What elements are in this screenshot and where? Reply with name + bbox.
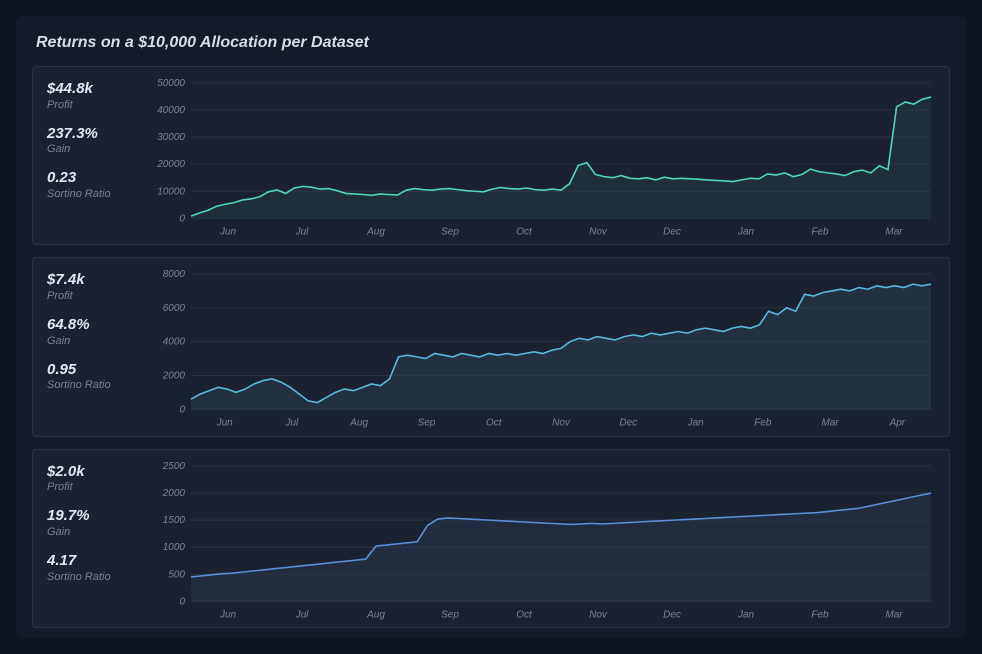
chart-svg-0: 0 10000 20000 30000 40000 50000 Jun Jul Aug Sep Oc… <box>147 79 939 240</box>
svg-text:Sep: Sep <box>441 609 459 620</box>
sortino-value: 0.95 <box>47 362 147 379</box>
profit-label: Profit <box>47 290 147 303</box>
svg-text:2000: 2000 <box>162 488 186 499</box>
gain-value: 237.3% <box>47 126 147 143</box>
metrics-1: $7.4k Profit 64.8% Gain 0.95 Sortino Rat… <box>47 270 147 431</box>
svg-text:0: 0 <box>179 405 185 416</box>
svg-text:Jul: Jul <box>285 418 300 429</box>
svg-text:Dec: Dec <box>663 226 681 237</box>
svg-text:2500: 2500 <box>162 462 186 472</box>
sortino-label: Sortino Ratio <box>47 188 147 201</box>
charts-wrapper: $44.8k Profit 237.3% Gain 0.23 Sortino R… <box>32 66 950 628</box>
gain-label: Gain <box>47 143 147 156</box>
metric-gain: 19.7% Gain <box>47 508 147 539</box>
gain-label: Gain <box>47 526 147 539</box>
svg-text:Jul: Jul <box>295 609 310 620</box>
chart-panel-0: $44.8k Profit 237.3% Gain 0.23 Sortino R… <box>32 66 950 245</box>
svg-text:Jan: Jan <box>737 226 755 237</box>
svg-text:Nov: Nov <box>589 609 608 620</box>
svg-text:500: 500 <box>168 569 185 580</box>
svg-text:Jul: Jul <box>295 226 310 237</box>
metrics-0: $44.8k Profit 237.3% Gain 0.23 Sortino R… <box>47 79 147 240</box>
metric-sortino: 0.23 Sortino Ratio <box>47 170 147 201</box>
metric-gain: 237.3% Gain <box>47 126 147 157</box>
profit-value: $44.8k <box>47 81 147 98</box>
svg-text:0: 0 <box>179 213 185 224</box>
metric-sortino: 4.17 Sortino Ratio <box>47 553 147 584</box>
sortino-label: Sortino Ratio <box>47 571 147 584</box>
metric-profit: $7.4k Profit <box>47 272 147 303</box>
svg-text:30000: 30000 <box>157 132 185 143</box>
svg-text:Nov: Nov <box>552 418 571 429</box>
metric-sortino: 0.95 Sortino Ratio <box>47 362 147 393</box>
svg-text:Sep: Sep <box>418 418 436 429</box>
metric-profit: $2.0k Profit <box>47 464 147 495</box>
svg-text:0: 0 <box>179 596 185 607</box>
metric-profit: $44.8k Profit <box>47 81 147 112</box>
svg-text:Apr: Apr <box>889 418 906 429</box>
svg-text:Aug: Aug <box>366 226 385 237</box>
chart-area-2: 0 500 1000 1500 2000 2500 Jun Jul Aug Sep Oct Nov De… <box>147 462 939 623</box>
svg-text:Aug: Aug <box>366 609 385 620</box>
svg-text:4000: 4000 <box>163 337 186 348</box>
svg-text:Oct: Oct <box>486 418 503 429</box>
svg-text:Nov: Nov <box>589 226 608 237</box>
svg-text:2000: 2000 <box>162 371 186 382</box>
sortino-value: 4.17 <box>47 553 147 570</box>
profit-value: $7.4k <box>47 272 147 289</box>
page-title: Returns on a $10,000 Allocation per Data… <box>32 34 950 52</box>
gain-value: 64.8% <box>47 317 147 334</box>
dashboard-container: Returns on a $10,000 Allocation per Data… <box>16 16 966 638</box>
svg-text:40000: 40000 <box>157 105 185 116</box>
svg-text:Sep: Sep <box>441 226 459 237</box>
sortino-value: 0.23 <box>47 170 147 187</box>
svg-text:Jun: Jun <box>219 226 237 237</box>
chart-svg-2: 0 500 1000 1500 2000 2500 Jun Jul Aug Sep Oct Nov De… <box>147 462 939 623</box>
svg-text:1500: 1500 <box>163 515 186 526</box>
chart-area-1: 0 2000 4000 6000 8000 Jun Jul Aug Sep Oct Nov Dec Ja… <box>147 270 939 431</box>
svg-text:20000: 20000 <box>156 159 185 170</box>
svg-text:50000: 50000 <box>157 79 185 89</box>
svg-text:1000: 1000 <box>163 542 186 553</box>
svg-text:Mar: Mar <box>885 609 903 620</box>
chart-panel-2: $2.0k Profit 19.7% Gain 4.17 Sortino Rat… <box>32 449 950 628</box>
svg-text:6000: 6000 <box>163 303 186 314</box>
svg-text:Mar: Mar <box>885 226 903 237</box>
profit-label: Profit <box>47 481 147 494</box>
svg-text:Oct: Oct <box>516 226 533 237</box>
svg-text:Jun: Jun <box>219 609 237 620</box>
svg-text:Dec: Dec <box>663 609 681 620</box>
metric-gain: 64.8% Gain <box>47 317 147 348</box>
svg-text:Aug: Aug <box>349 418 368 429</box>
profit-value: $2.0k <box>47 464 147 481</box>
svg-text:Jan: Jan <box>686 418 704 429</box>
chart-panel-1: $7.4k Profit 64.8% Gain 0.95 Sortino Rat… <box>32 257 950 436</box>
svg-text:10000: 10000 <box>157 186 185 197</box>
svg-text:Feb: Feb <box>811 609 829 620</box>
svg-text:Feb: Feb <box>811 226 829 237</box>
chart-area-0: 0 10000 20000 30000 40000 50000 Jun Jul Aug Sep Oc… <box>147 79 939 240</box>
svg-text:Feb: Feb <box>754 418 772 429</box>
svg-text:Oct: Oct <box>516 609 533 620</box>
gain-value: 19.7% <box>47 508 147 525</box>
metrics-2: $2.0k Profit 19.7% Gain 4.17 Sortino Rat… <box>47 462 147 623</box>
profit-label: Profit <box>47 99 147 112</box>
chart-svg-1: 0 2000 4000 6000 8000 Jun Jul Aug Sep Oct Nov Dec Ja… <box>147 270 939 431</box>
svg-text:Jan: Jan <box>737 609 755 620</box>
svg-text:Mar: Mar <box>821 418 839 429</box>
svg-text:Dec: Dec <box>619 418 637 429</box>
svg-text:8000: 8000 <box>163 270 186 280</box>
sortino-label: Sortino Ratio <box>47 379 147 392</box>
gain-label: Gain <box>47 335 147 348</box>
svg-text:Jun: Jun <box>216 418 234 429</box>
